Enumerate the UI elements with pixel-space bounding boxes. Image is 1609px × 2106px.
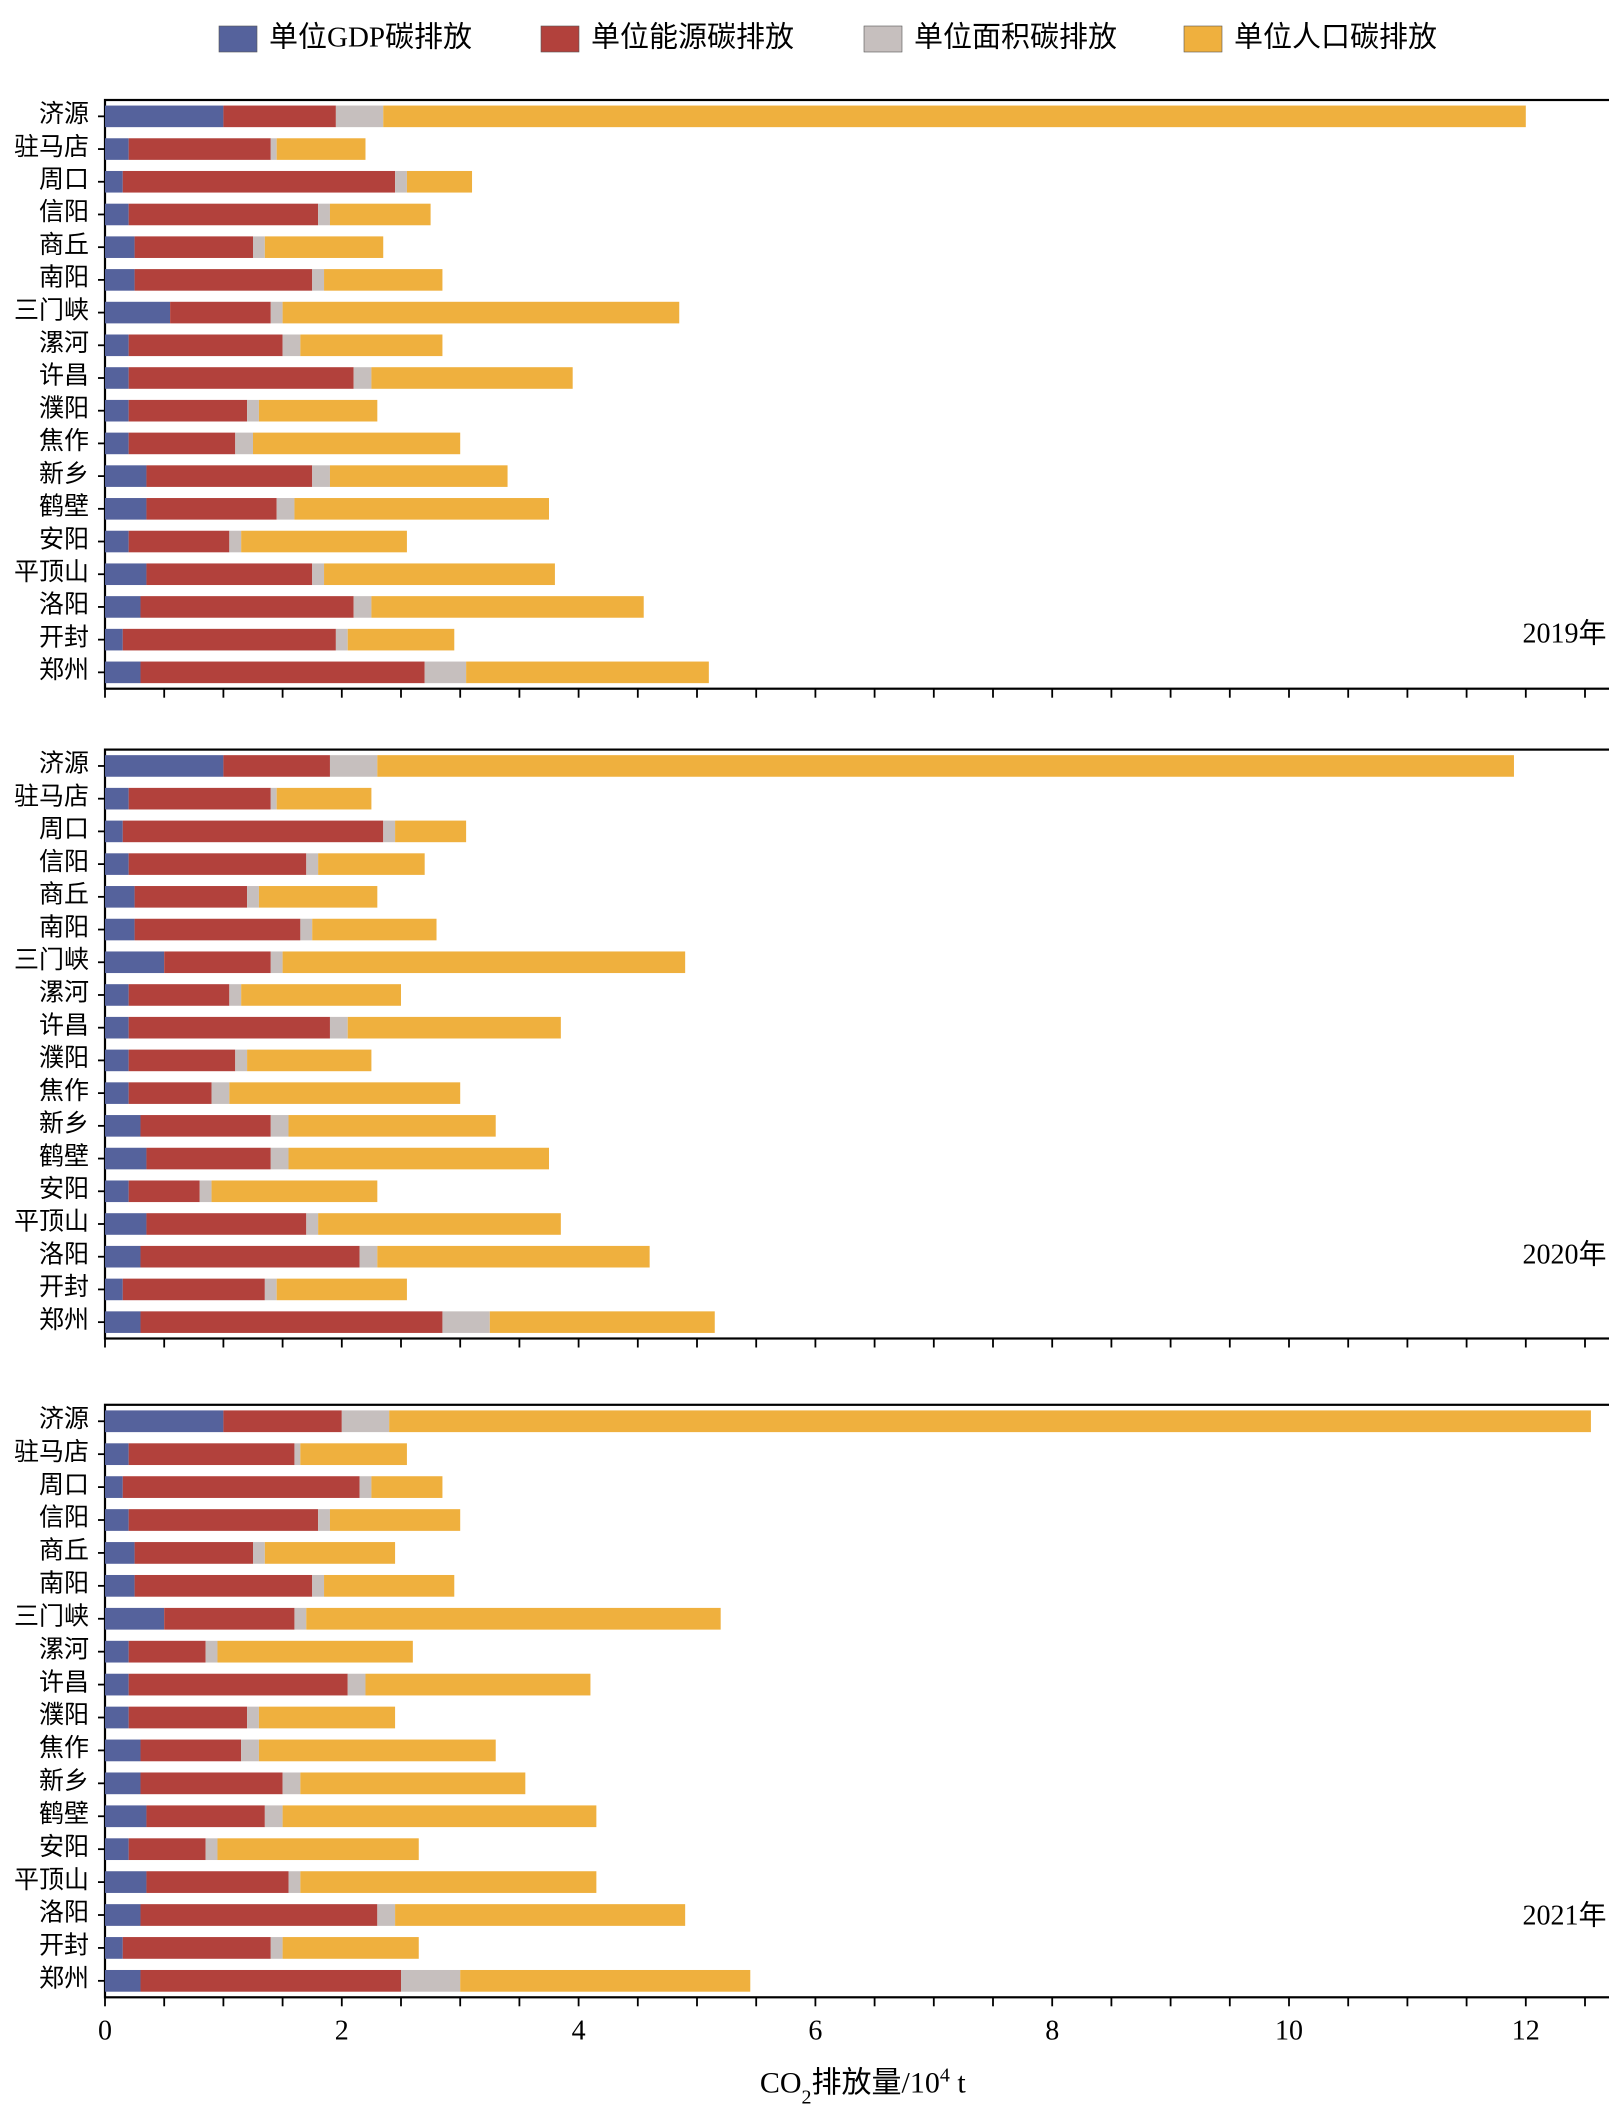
svg-text:安阳: 安阳 [39, 1175, 89, 1203]
svg-text:12: 12 [1512, 2015, 1540, 2046]
svg-text:濮阳: 濮阳 [39, 1701, 89, 1729]
svg-text:三门峡: 三门峡 [14, 296, 89, 324]
svg-text:漯河: 漯河 [39, 329, 89, 357]
svg-text:平顶山: 平顶山 [14, 558, 89, 586]
svg-text:平顶山: 平顶山 [14, 1866, 89, 1894]
svg-text:新乡: 新乡 [39, 1767, 89, 1795]
svg-text:开封: 开封 [39, 1932, 89, 1960]
svg-text:驻马店: 驻马店 [14, 782, 89, 810]
svg-text:三门峡: 三门峡 [14, 946, 89, 974]
svg-text:郑州: 郑州 [39, 656, 89, 684]
svg-text:新乡: 新乡 [39, 1110, 89, 1138]
svg-text:焦作: 焦作 [39, 427, 89, 455]
svg-text:2021年: 2021年 [1523, 1899, 1607, 1931]
svg-text:郑州: 郑州 [39, 1306, 89, 1334]
svg-text:鹤壁: 鹤壁 [39, 493, 89, 521]
svg-text:驻马店: 驻马店 [14, 133, 89, 161]
svg-text:周口: 周口 [39, 1472, 89, 1499]
svg-text:许昌: 许昌 [39, 362, 89, 390]
svg-text:开封: 开封 [39, 1273, 89, 1301]
svg-text:单位GDP碳排放: 单位GDP碳排放 [269, 21, 472, 54]
svg-text:洛阳: 洛阳 [39, 1240, 89, 1268]
svg-text:信阳: 信阳 [39, 198, 89, 226]
svg-text:周口: 周口 [39, 166, 89, 193]
svg-text:单位面积碳排放: 单位面积碳排放 [914, 21, 1117, 54]
svg-text:商丘: 商丘 [39, 1537, 89, 1565]
svg-text:许昌: 许昌 [39, 1011, 89, 1039]
svg-text:开封: 开封 [39, 623, 89, 651]
svg-text:焦作: 焦作 [39, 1734, 89, 1762]
svg-text:南阳: 南阳 [39, 1570, 89, 1598]
svg-text:驻马店: 驻马店 [14, 1438, 89, 1466]
svg-text:信阳: 信阳 [39, 1504, 89, 1532]
svg-text:商丘: 商丘 [39, 881, 89, 909]
svg-text:单位人口碳排放: 单位人口碳排放 [1234, 21, 1437, 54]
svg-text:新乡: 新乡 [39, 460, 89, 488]
svg-text:鹤壁: 鹤壁 [39, 1142, 89, 1170]
svg-text:济源: 济源 [39, 100, 89, 128]
svg-text:济源: 济源 [39, 750, 89, 778]
svg-text:商丘: 商丘 [39, 231, 89, 259]
svg-text:平顶山: 平顶山 [14, 1208, 89, 1236]
svg-text:2: 2 [335, 2015, 349, 2046]
svg-text:周口: 周口 [39, 816, 89, 843]
svg-text:济源: 济源 [39, 1405, 89, 1433]
svg-text:洛阳: 洛阳 [39, 591, 89, 619]
svg-text:三门峡: 三门峡 [14, 1602, 89, 1630]
svg-text:洛阳: 洛阳 [39, 1899, 89, 1927]
svg-text:漯河: 漯河 [39, 1635, 89, 1663]
svg-text:南阳: 南阳 [39, 913, 89, 941]
svg-text:南阳: 南阳 [39, 264, 89, 292]
svg-text:2019年: 2019年 [1523, 618, 1607, 650]
svg-text:许昌: 许昌 [39, 1668, 89, 1696]
svg-text:郑州: 郑州 [39, 1965, 89, 1993]
svg-text:6: 6 [808, 2015, 822, 2046]
svg-text:濮阳: 濮阳 [39, 394, 89, 422]
svg-text:8: 8 [1045, 2015, 1059, 2046]
svg-text:鹤壁: 鹤壁 [39, 1800, 89, 1828]
svg-text:信阳: 信阳 [39, 848, 89, 876]
svg-text:2020年: 2020年 [1523, 1239, 1607, 1271]
svg-text:漯河: 漯河 [39, 979, 89, 1007]
svg-text:4: 4 [572, 2015, 586, 2046]
svg-text:10: 10 [1275, 2015, 1303, 2046]
svg-text:濮阳: 濮阳 [39, 1044, 89, 1072]
svg-text:安阳: 安阳 [39, 1833, 89, 1861]
svg-text:焦作: 焦作 [39, 1077, 89, 1105]
svg-text:安阳: 安阳 [39, 525, 89, 553]
svg-text:0: 0 [98, 2015, 112, 2046]
svg-text:单位能源碳排放: 单位能源碳排放 [591, 21, 794, 54]
